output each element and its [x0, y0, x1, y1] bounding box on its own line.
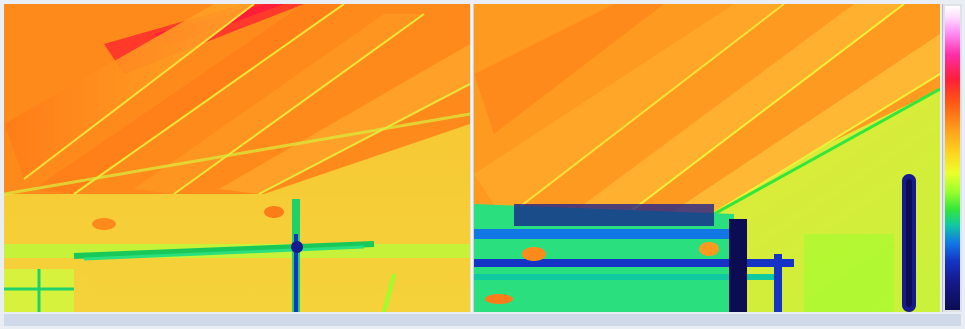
thermal-image-right [474, 4, 940, 312]
ceiling-beams-left [4, 4, 470, 195]
temperature-color-scale [942, 4, 962, 312]
window-left [4, 269, 89, 312]
thermal-scene-left [4, 4, 470, 312]
panel-divider [470, 4, 474, 312]
caption-bar [4, 314, 961, 326]
temperature-gradient-bar [945, 6, 960, 310]
thermal-scene-right [474, 4, 940, 312]
ceiling-beams-right [474, 4, 940, 225]
thermal-image-left [4, 4, 470, 312]
